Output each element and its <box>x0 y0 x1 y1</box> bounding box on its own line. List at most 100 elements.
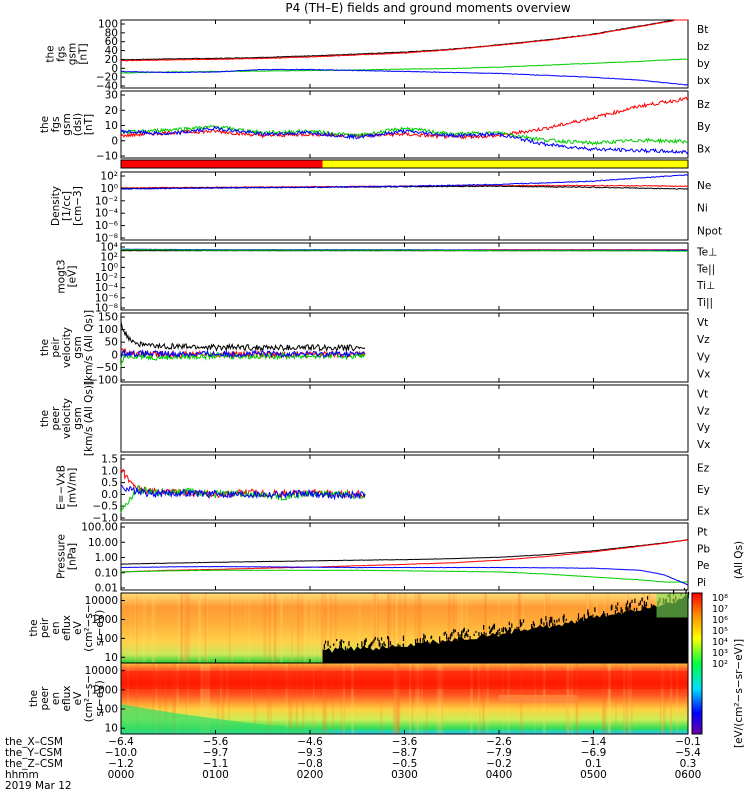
spectrogram-texture <box>371 593 375 663</box>
spectrogram-texture <box>328 593 330 663</box>
spectrogram-texture <box>155 663 158 734</box>
low-count-speck <box>469 636 471 640</box>
panel-frame-7 <box>120 454 689 521</box>
low-count-speck <box>553 619 556 623</box>
spectrogram-texture <box>437 663 441 734</box>
low-count-speck <box>483 631 485 635</box>
low-count-speck <box>639 600 641 605</box>
spectrogram-texture <box>373 593 375 663</box>
x-axis-value: 0300 <box>391 769 418 781</box>
spectrogram-texture <box>409 663 412 734</box>
low-count-speck <box>463 627 465 632</box>
low-count-speck <box>645 606 647 609</box>
low-count-speck <box>491 627 493 630</box>
low-count-speck <box>489 631 491 634</box>
spectrogram-texture <box>207 663 210 734</box>
spectrogram-texture <box>419 593 422 663</box>
low-count-speck <box>492 625 494 628</box>
spectrogram-texture <box>483 593 487 663</box>
spectrogram-texture <box>482 663 484 734</box>
low-count-speck <box>508 621 510 626</box>
y-tick-label: 10⁻² <box>95 272 118 284</box>
low-count-speck <box>602 615 604 621</box>
low-count-speck <box>565 618 567 621</box>
low-count-speck <box>343 640 345 644</box>
low-count-speck <box>646 596 649 600</box>
spectrogram-texture <box>464 593 468 663</box>
low-count-speck <box>467 634 469 638</box>
spectrogram-texture <box>290 593 293 663</box>
low-count-speck <box>346 647 348 654</box>
x-axis-value: −0.5 <box>392 758 418 770</box>
low-count-speck <box>491 627 493 632</box>
spectrogram-texture <box>295 663 297 734</box>
spectrogram-texture <box>323 663 327 734</box>
low-count-speck <box>323 643 325 649</box>
legend-entry: Te|| <box>696 263 715 275</box>
panel-frame-8 <box>120 522 689 591</box>
colorbar-tick-label: 10⁶ <box>712 615 728 626</box>
low-count-speck <box>339 649 341 652</box>
y-axis-label: [eV] <box>67 266 79 288</box>
low-count-speck <box>517 629 519 632</box>
spectrogram-texture <box>415 663 417 734</box>
spectrogram-texture <box>187 663 189 734</box>
low-count-speck <box>357 643 359 646</box>
y-tick-label: 10⁻⁶ <box>95 292 118 304</box>
low-count-speck <box>480 632 483 636</box>
low-count-speck <box>364 639 366 645</box>
legend-entry: Ex <box>697 506 710 518</box>
low-count-speck <box>685 589 687 595</box>
x-axis-value: 0200 <box>297 769 324 781</box>
y-axis-label: the <box>45 45 57 62</box>
spectrogram-texture <box>329 593 332 663</box>
low-count-speck <box>604 613 606 616</box>
colorbar-tick-label: 10⁵ <box>712 626 728 637</box>
y-axis-label: (dsl) <box>72 113 84 136</box>
y-tick-label: −10 <box>96 151 118 163</box>
y-tick-label: 100 <box>98 324 118 336</box>
low-count-speck <box>374 636 376 640</box>
low-count-speck <box>508 627 511 632</box>
low-count-speck <box>462 628 465 633</box>
low-count-speck <box>348 641 350 647</box>
spectrogram-texture <box>305 593 308 663</box>
low-count-speck <box>584 618 586 624</box>
spectrogram-texture <box>202 663 204 734</box>
y-tick-label: 0 <box>111 135 118 147</box>
y-tick-label: 10⁻⁴ <box>95 208 118 220</box>
spectrogram-texture <box>144 593 147 663</box>
spectrogram-texture <box>220 663 223 734</box>
low-count-speck <box>430 635 433 639</box>
spectrogram-texture <box>386 593 390 663</box>
low-count-speck <box>521 622 523 626</box>
y-tick-label: −100 <box>89 375 118 387</box>
spectrogram-texture <box>154 593 156 663</box>
colorbar-gradient <box>692 593 702 734</box>
low-count-speck <box>461 631 463 637</box>
spectrogram-texture <box>199 593 201 663</box>
spectrogram-texture <box>151 593 155 663</box>
spectrogram-texture <box>166 663 168 734</box>
spectrogram-texture <box>200 663 204 734</box>
low-count-speck <box>632 610 634 615</box>
spectrogram-texture <box>395 593 397 663</box>
legend-entry: By <box>697 121 710 133</box>
low-count-speck <box>634 598 636 604</box>
low-count-speck <box>439 636 441 643</box>
low-count-speck <box>583 614 585 618</box>
spectrogram-texture <box>322 663 325 734</box>
low-count-speck <box>516 629 518 635</box>
y-tick-label: 30 <box>105 90 118 102</box>
spectrogram-texture <box>358 593 361 663</box>
y-tick-label: −1.0 <box>93 513 119 525</box>
legend-entry: Pi <box>697 577 706 589</box>
y-axis-label: fgs <box>56 46 68 62</box>
spectrogram-texture <box>340 663 342 734</box>
low-count-speck <box>475 630 477 633</box>
y-axis-label: gsm <box>72 336 84 358</box>
low-count-speck <box>543 622 545 626</box>
y-tick-label: 1000 <box>91 614 118 626</box>
spectrogram-texture <box>253 663 257 734</box>
